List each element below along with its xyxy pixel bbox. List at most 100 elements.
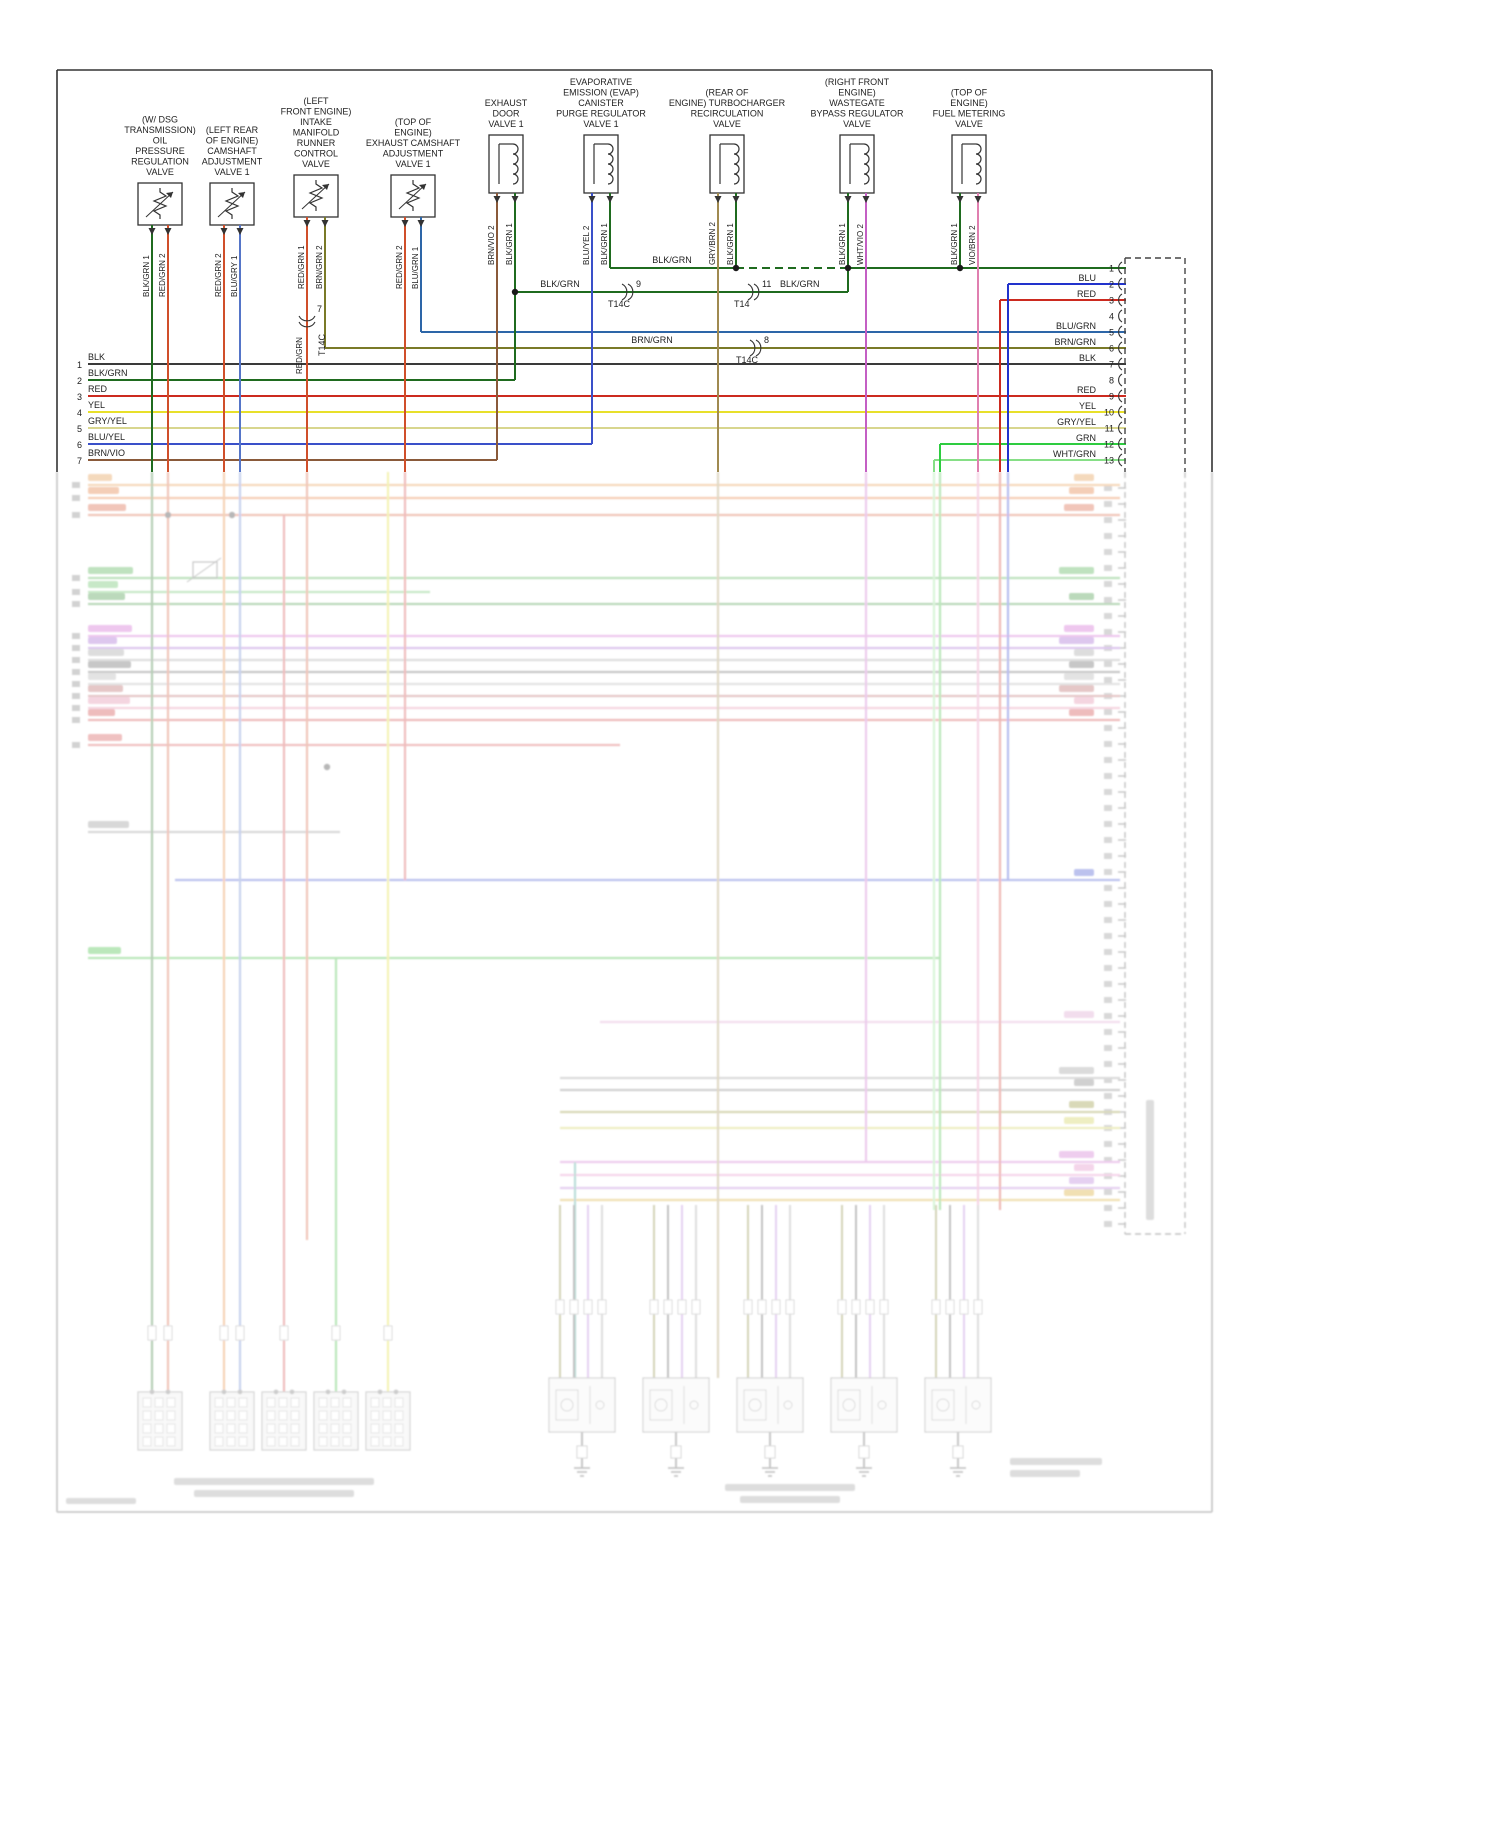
connector-wire-label: BLU/GRN [1056,321,1096,331]
pin-socket-icon [1118,309,1123,323]
component-valves: (W/ DSGTRANSMISSION)OILPRESSUREREGULATIO… [124,77,1005,472]
inline-connector-tag: T14C [736,355,759,365]
splice-dot-icon [956,264,964,272]
component-label: VALVE 1 [488,119,523,129]
pin-wire-label: BLK/GRN 1 [142,255,151,297]
component-label: RECIRCULATION [691,109,764,119]
wire-buses [88,267,1126,461]
connector-pin-number: 6 [1109,344,1114,354]
pin-arrow-icon [417,220,425,227]
pin-wire-label: BLU/YEL 2 [582,225,591,265]
connector-pin-number: 7 [1109,360,1114,370]
bus-wire-label: RED [88,384,108,394]
pin-arrow-icon [606,196,614,203]
inline-connector-tag: T14C [608,299,631,309]
pin-socket-icon [1118,325,1123,339]
pin-arrow-icon [732,196,740,203]
harness-connector [1124,257,1186,472]
splice-dot-icon [511,288,519,296]
component-label: WASTEGATE [829,98,885,108]
pin-arrow-icon [844,196,852,203]
pin-socket-icon [1118,437,1123,451]
component-label: (W/ DSG [142,115,178,125]
pin-wire-label: BLK/GRN 1 [726,223,735,265]
connector-wire-label: YEL [1079,401,1096,411]
wastegate-bypass-regulator-valve-symbol-box [839,134,875,194]
component-label: OIL [153,136,168,146]
connector-wire-label: RED [1077,289,1097,299]
wire-color-label: BLK/GRN [652,255,692,265]
oil-pressure-regulation-valve: (W/ DSGTRANSMISSION)OILPRESSUREREGULATIO… [124,115,196,472]
pin-socket-icon [1118,453,1123,467]
component-label: ENGINE) [950,98,988,108]
component-label: PURGE REGULATOR [556,109,646,119]
connector-wire-label: BLU [1078,273,1096,283]
component-label: MANIFOLD [293,128,340,138]
inline-pin-number: 9 [636,279,641,289]
component-label: VALVE [843,119,871,129]
inline-connector-tag: T14 [734,299,750,309]
component-label: (LEFT REAR [206,125,259,135]
component-label: EXHAUST [485,98,528,108]
pin-wire-label: BRN/VIO 2 [487,225,496,265]
arrow-icon [166,192,173,198]
connector-wire-label: GRY/YEL [1057,417,1096,427]
component-label: VALVE [146,167,174,177]
camshaft-adjustment-valve-1-symbol-box [209,182,255,226]
pin-arrow-icon [401,220,409,227]
component-label: ADJUSTMENT [202,157,263,167]
component-label: VALVE [302,159,330,169]
component-label: (TOP OF [951,88,988,98]
pin-socket-icon [1118,261,1123,275]
inline-connector-icon [755,339,762,357]
pin-wire-label: WHT/VIO 2 [856,224,865,265]
pin-socket-icon [1118,405,1123,419]
connector-pin-number: 5 [1109,328,1114,338]
component-label: EMISSION (EVAP) [563,88,639,98]
splice-dot-icon [844,264,852,272]
inline-pin-number: 7 [317,304,322,314]
connector-pin-number: 3 [1109,296,1114,306]
component-label: CAMSHAFT [207,146,257,156]
pin-wire-label: RED/GRN 2 [395,245,404,289]
bus-number: 1 [77,360,82,370]
wire-color-label: BLK/GRN [540,279,580,289]
diagram-border [56,69,1213,472]
component-label: VALVE 1 [583,119,618,129]
bus-wire-label: BLK [88,352,105,362]
component-label: INTAKE [300,117,332,127]
splice-dots [511,264,964,296]
pin-wire-label: BLU/GRN 1 [411,246,420,289]
bus-number: 2 [77,376,82,386]
inline-pin-number: 11 [762,279,771,289]
exhaust-door-valve-1-symbol-box [488,134,524,194]
pin-wire-label: BRN/GRN 2 [315,245,324,289]
pin-arrow-icon [164,228,172,235]
pin-arrow-icon [148,228,156,235]
bus-wire-label: GRY/YEL [88,416,127,426]
connector-wire-label: BRN/GRN [1054,337,1096,347]
component-label: VALVE 1 [214,167,249,177]
exhaust-camshaft-adjustment-valve-1-symbol-box [390,174,436,218]
bus-number: 3 [77,392,82,402]
connector-pin-number: 4 [1109,312,1114,322]
pin-socket-icon [1118,373,1123,387]
pin-arrow-icon [493,196,501,203]
component-label: FUEL METERING [933,109,1006,119]
intake-manifold-runner-control-valve-symbol-box [293,174,339,218]
coil-icon [607,143,614,185]
inline-connector-icon [627,283,634,301]
connector-pin-number: 12 [1104,440,1114,450]
splice-dot-icon [732,264,740,272]
pin-arrow-icon [956,196,964,203]
arrow-icon [238,192,245,198]
connector-wire-label: BLK [1079,353,1096,363]
component-label: RUNNER [297,138,336,148]
evap-canister-purge-regulator-valve-1-symbol-box [583,134,619,194]
